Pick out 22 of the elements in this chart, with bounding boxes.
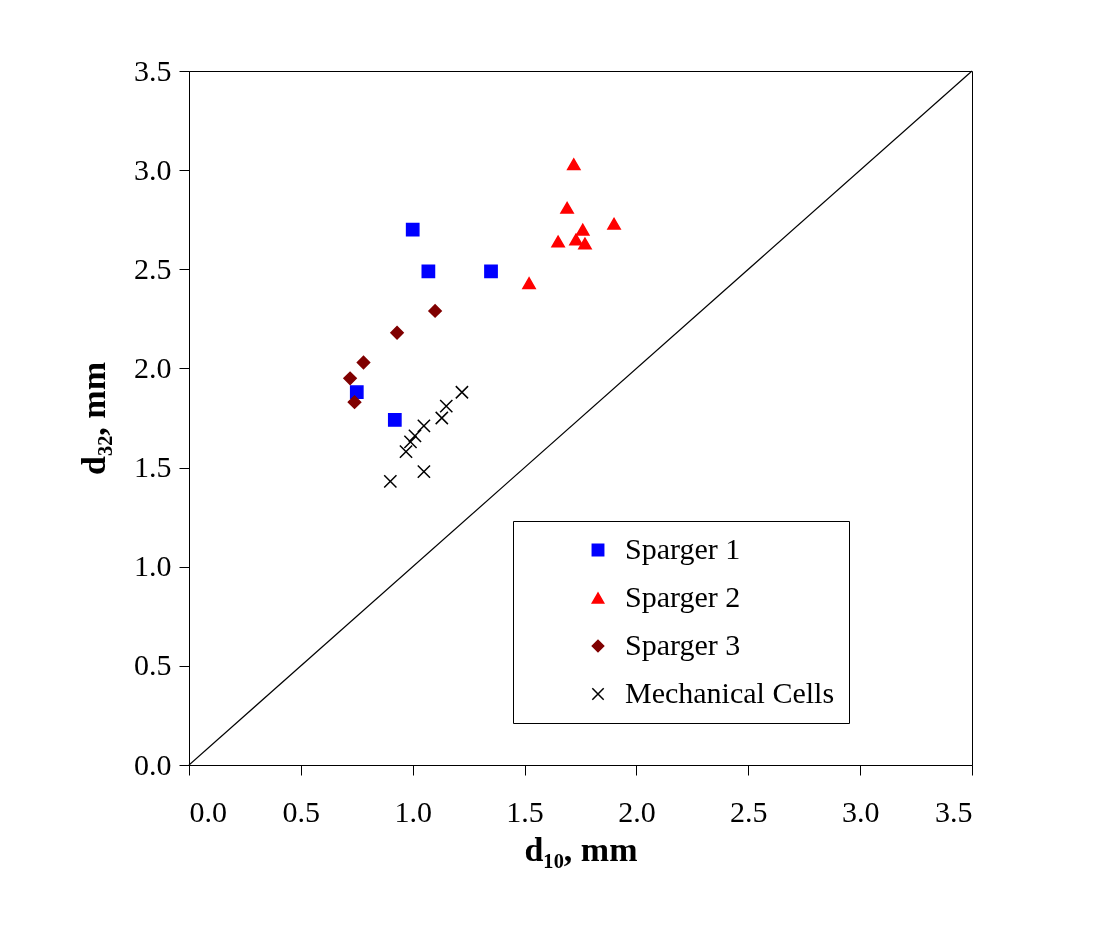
x-axis-title: d₁₀, mm: [524, 830, 638, 868]
y-tick-label: 3.5: [134, 53, 172, 87]
x-tick-label: 2.5: [730, 794, 768, 828]
x-tick-label: 0.0: [189, 794, 227, 828]
legend-label: Mechanical Cells: [625, 676, 835, 709]
x-tick-label: 0.5: [282, 794, 321, 828]
y-tick-label: 2.5: [134, 251, 172, 285]
x-tick-label: 3.0: [841, 794, 880, 828]
x-tick-label: 1.0: [394, 794, 432, 828]
x-tick-label: 2.0: [618, 794, 656, 828]
x-tick-label: 1.5: [506, 794, 544, 828]
y-axis-title: d₃₂, mm: [75, 362, 112, 475]
y-tick-label: 3.0: [134, 152, 172, 186]
legend-label: Sparger 3: [625, 628, 741, 661]
y-tick-label: 0.0: [134, 747, 172, 781]
y-tick-label: 1.5: [134, 450, 172, 484]
x-tick-label: 3.5: [935, 794, 973, 828]
legend-label: Sparger 1: [625, 532, 741, 565]
legend-label: Sparger 2: [625, 580, 741, 613]
y-tick-label: 1.0: [134, 549, 172, 583]
y-tick-label: 0.5: [134, 648, 172, 682]
y-tick-label: 2.0: [134, 350, 172, 384]
